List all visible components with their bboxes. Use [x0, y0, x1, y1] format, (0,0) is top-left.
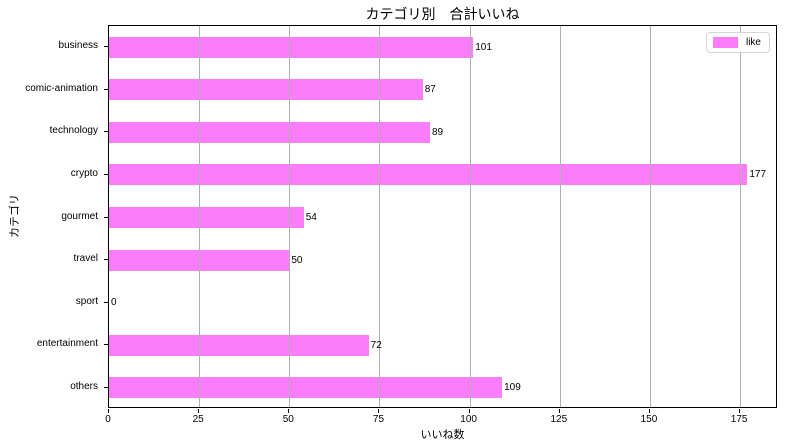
y-tick-mark: [104, 46, 108, 48]
bar-value-label: 109: [504, 382, 521, 394]
bar: [109, 249, 290, 271]
x-tick-label: 125: [550, 414, 568, 425]
legend: like: [705, 32, 770, 53]
y-tick-mark: [104, 88, 108, 90]
bar: [109, 164, 748, 186]
bar-value-label: 72: [370, 339, 382, 351]
chart-title: カテゴリ別 合計いいね: [365, 6, 520, 22]
x-tick-mark: [288, 409, 290, 413]
x-tick-mark: [378, 409, 380, 413]
bar: [109, 377, 503, 399]
y-tick-mark: [104, 386, 108, 388]
y-tick-mark: [104, 173, 108, 175]
y-tick-label: sport: [75, 295, 98, 307]
x-tick-mark: [468, 409, 470, 413]
x-tick-mark: [558, 409, 560, 413]
x-tick-label: 100: [460, 414, 477, 425]
y-tick-mark: [104, 131, 108, 133]
y-tick-label: entertainment: [36, 338, 98, 350]
x-tick-label: 175: [730, 414, 748, 425]
y-tick-label: technology: [49, 125, 98, 137]
y-tick-mark: [104, 259, 108, 261]
gridline: [559, 26, 561, 407]
y-tick-mark: [104, 216, 108, 218]
y-tick-label: others: [70, 380, 98, 392]
x-tick-label: 75: [372, 414, 385, 425]
y-tick-label: travel: [73, 253, 98, 265]
bar: [109, 334, 369, 356]
bar-value-label: 87: [424, 84, 436, 96]
x-tick-mark: [648, 409, 650, 413]
bar-value-label: 54: [305, 212, 317, 223]
x-tick-mark: [739, 409, 741, 413]
bar: [109, 207, 304, 228]
x-tick-mark: [108, 409, 109, 413]
gridline: [649, 26, 651, 407]
legend-swatch: [712, 37, 738, 48]
y-tick-mark: [104, 301, 108, 303]
legend-label: like: [745, 37, 761, 48]
x-tick-label: 150: [640, 414, 658, 425]
plot-area: like 101 87 89 177 54 50 0 72 109: [108, 25, 777, 408]
x-tick-mark: [198, 409, 200, 413]
y-tick-label: crypto: [70, 167, 98, 179]
bar: [109, 79, 423, 101]
bar: [109, 121, 430, 143]
x-tick-label: 50: [282, 414, 294, 425]
y-tick-label: comic-animation: [25, 82, 98, 94]
gridline: [469, 26, 471, 407]
bar-value-label: 0: [111, 297, 117, 309]
x-tick-label: 25: [192, 414, 204, 425]
bar-value-label: 89: [431, 126, 444, 138]
bar-value-label: 101: [475, 41, 492, 53]
y-tick-label: gourmet: [61, 210, 98, 222]
bar-value-label: 177: [749, 169, 767, 181]
gridline: [740, 26, 742, 407]
y-tick-mark: [104, 344, 108, 346]
y-tick-label: business: [58, 40, 98, 52]
x-axis-label: いいね数: [420, 429, 465, 441]
bar: [109, 36, 474, 58]
bar-value-label: 50: [291, 254, 303, 266]
x-tick-label: 0: [105, 414, 111, 425]
